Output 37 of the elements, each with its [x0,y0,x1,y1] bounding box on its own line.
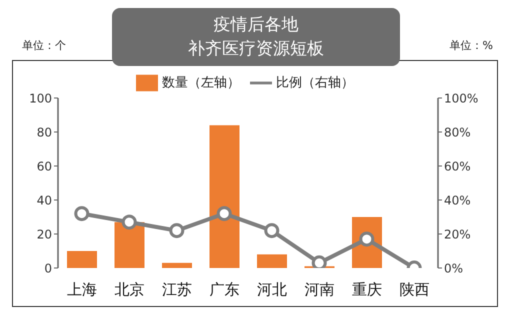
x-tick-label: 北京 [114,280,144,299]
y-tick-label: 0 [44,261,52,276]
x-tick-label: 广东 [209,280,240,299]
text: 单位：% [450,38,493,53]
x-tick-label: 重庆 [352,280,382,299]
bar [67,251,97,268]
y2-tick-label: 80% [444,125,471,140]
y2-tick-label: 60% [444,159,471,174]
bar [257,254,287,268]
legend-label: 比例（右轴） [276,76,354,91]
y-tick-label: 40 [36,193,52,208]
text: 单位：个 [22,38,66,53]
bar [114,222,144,268]
x-tick-label: 陕西 [399,280,430,299]
x-tick-label: 江苏 [162,280,192,299]
y-tick-label: 60 [36,159,52,174]
point [74,206,90,222]
point [169,223,184,238]
point [264,223,280,238]
point [122,214,137,230]
y2-tick-label: 40% [444,193,471,208]
x-tick-label: 河北 [256,280,287,299]
bar [162,262,192,268]
chart-subtitle: 补齐医疗资源短板 [188,39,324,59]
x-tick-label: 上海 [66,280,97,299]
x-tick-label: 河南 [304,280,334,299]
legend-label: 数量（左轴） [162,76,240,91]
y-tick-label: 100 [29,91,52,106]
y2-tick-label: 20% [444,227,471,242]
y-tick-label: 20 [36,227,52,242]
y2-tick-label: 100% [444,91,478,106]
point [216,206,232,222]
y-tick-label: 80 [36,125,52,140]
point [312,255,327,268]
chart-title: 疫情后各地 [214,15,298,35]
bar [210,125,240,268]
y2-tick-label: 0% [444,261,464,276]
